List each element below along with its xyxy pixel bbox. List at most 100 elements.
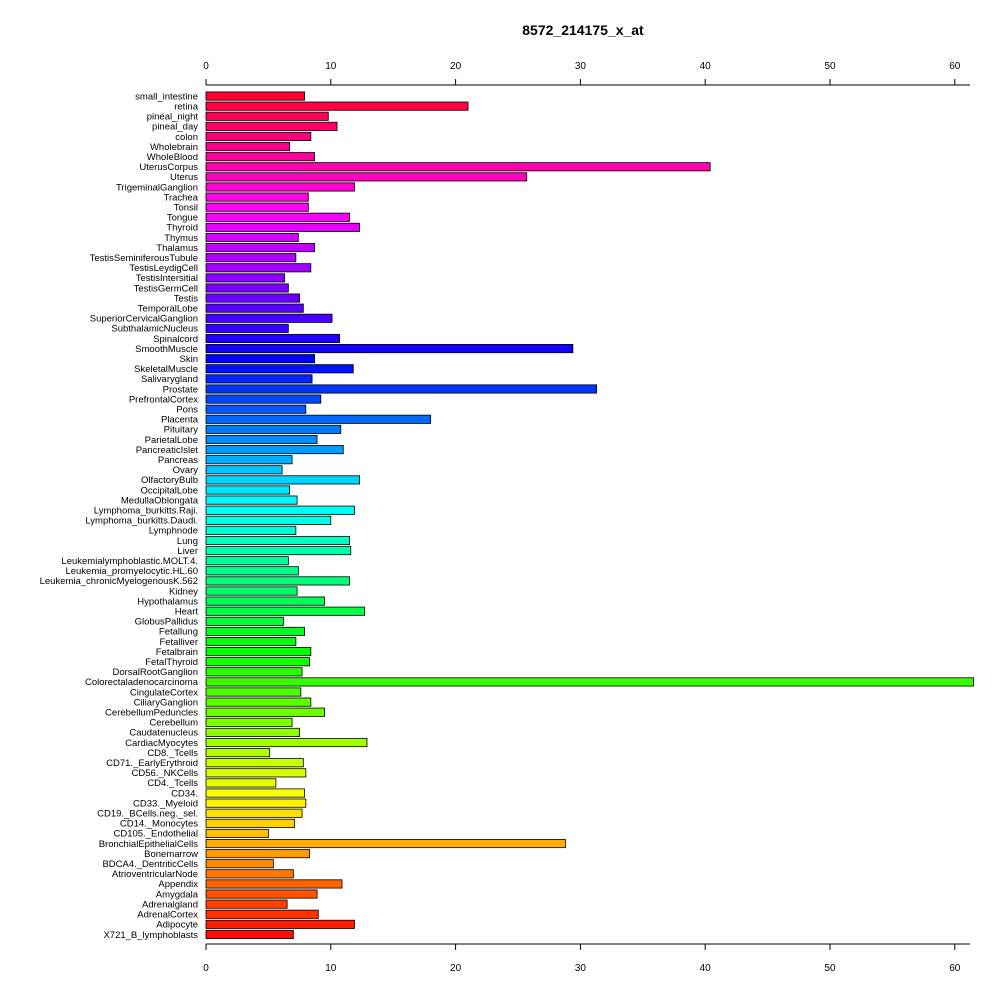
bar-GlobusPallidus xyxy=(205,616,284,626)
category-label: DorsalRootGanglion xyxy=(112,667,198,678)
category-label: CD8._Tcells xyxy=(147,748,198,759)
bar-colon xyxy=(205,131,312,141)
bar-Lymphnode xyxy=(205,525,297,535)
tick-label: 50 xyxy=(824,61,836,72)
category-label: GlobusPallidus xyxy=(135,617,199,628)
bar-Lymphoma_burkitts.Daudi. xyxy=(205,515,332,525)
bar-Tongue xyxy=(205,212,350,222)
bottom-axis: 0 10 20 30 40 50 60 xyxy=(203,943,970,974)
bar-Placenta xyxy=(205,414,432,424)
category-label: Lymphoma_burkitts.Raji. xyxy=(94,506,198,517)
bar-TestisSeminiferousTubule xyxy=(205,253,297,263)
bar-AdrenalCortex xyxy=(205,909,319,919)
bar-UterusCorpus xyxy=(205,162,711,172)
bar-FetalThyroid xyxy=(205,657,310,667)
category-label: Caudatenucleus xyxy=(129,728,198,739)
bar-CD8._Tcells xyxy=(205,748,271,758)
bar-CD4._Tcells xyxy=(205,778,277,788)
category-label: Fetalliver xyxy=(159,637,198,648)
bar-Thalamus xyxy=(205,243,315,253)
bar-Pons xyxy=(205,404,307,414)
category-label: Lung xyxy=(177,536,198,547)
bar-retina xyxy=(205,101,469,111)
category-label: Pancreas xyxy=(158,455,198,466)
category-label: BronchialEpithelialCells xyxy=(99,839,199,850)
category-label: X721_B_lymphoblasts xyxy=(103,930,198,941)
tick-label: 40 xyxy=(700,61,712,72)
category-label: Lymphnode xyxy=(149,526,198,537)
category-label: SuperiorCervicalGanglion xyxy=(90,314,198,325)
category-label: Fetalbrain xyxy=(156,647,198,658)
bar-TestisGermCell xyxy=(205,283,289,293)
tick-label: 10 xyxy=(325,61,337,72)
bar-DorsalRootGanglion xyxy=(205,667,303,677)
bar-CD34. xyxy=(205,788,305,798)
bar-TestisLeydigCell xyxy=(205,263,312,273)
category-label: Thymus xyxy=(164,233,198,244)
category-label: CerebellumPeduncles xyxy=(105,708,198,719)
tick-label: 50 xyxy=(824,963,836,974)
category-label: Salivarygland xyxy=(141,374,198,385)
category-label: CD71._EarlyErythroid xyxy=(106,758,198,769)
category-label: CD4._Tcells xyxy=(147,778,198,789)
bar-CD56._NKCells xyxy=(205,768,307,778)
bar-CD71._EarlyErythroid xyxy=(205,758,304,768)
tick-label: 30 xyxy=(575,61,587,72)
tick-label: 60 xyxy=(949,61,961,72)
category-label: AtrioventricularNode xyxy=(112,869,198,880)
category-label: pineal_day xyxy=(152,122,198,133)
bar-Wholebrain xyxy=(205,142,291,152)
chart-title: 8572_214175_x_at xyxy=(522,22,644,38)
category-label: PancreaticIslet xyxy=(136,445,199,456)
category-label: Lymphoma_burkitts.Daudi. xyxy=(85,516,198,527)
category-label: colon xyxy=(175,132,198,143)
bar-pineal_day xyxy=(205,121,338,131)
bar-CerebellumPeduncles xyxy=(205,707,325,717)
category-label: PrefrontalCortex xyxy=(129,394,198,405)
category-label: Tongue xyxy=(167,213,198,224)
category-label: Trachea xyxy=(164,192,199,203)
bar-CiliaryGanglion xyxy=(205,697,312,707)
bar-Pancreas xyxy=(205,455,293,465)
category-label: Bonemarrow xyxy=(144,849,198,860)
tick-label: 20 xyxy=(450,963,462,974)
tick-label: 60 xyxy=(949,963,961,974)
category-label: CD33._Myeloid xyxy=(133,798,198,809)
tick-label: 0 xyxy=(203,61,209,72)
category-label: FetalThyroid xyxy=(145,657,198,668)
bar-CD33._Myeloid xyxy=(205,798,307,808)
category-label: TemporalLobe xyxy=(138,303,198,314)
bar-Lymphoma_burkitts.Raji. xyxy=(205,505,355,515)
category-label: CD34. xyxy=(171,788,198,799)
category-label: Adipocyte xyxy=(156,920,198,931)
category-label: Heart xyxy=(175,607,199,618)
category-label: UterusCorpus xyxy=(139,162,198,173)
bar-Leukemia_chronicMyelogenousK.562 xyxy=(205,576,350,586)
category-label: Leukemia_promyelocytic.HL.60 xyxy=(65,566,198,577)
bar-Spinalcord xyxy=(205,333,340,344)
bar-Fetalliver xyxy=(205,636,297,647)
bar-Bonemarrow xyxy=(205,849,310,859)
bar-Prostate xyxy=(205,384,598,394)
bar-Caudatenucleus xyxy=(205,727,300,737)
category-label: Colorectaladenocarcinoma xyxy=(85,677,199,688)
bar-Liver xyxy=(205,546,352,556)
category-label: SmoothMuscle xyxy=(135,344,198,355)
bar-Appendix xyxy=(205,879,343,889)
tick-label: 20 xyxy=(450,61,462,72)
category-label: Amygdala xyxy=(156,889,199,900)
bar-Salivarygland xyxy=(205,374,313,384)
bar-MedullaOblongata xyxy=(205,495,298,505)
bar-Thyroid xyxy=(205,222,360,232)
category-label: Adrenalgland xyxy=(142,899,198,910)
category-label: retina xyxy=(174,101,198,112)
category-label: Testis xyxy=(174,293,199,304)
bar-PrefrontalCortex xyxy=(205,394,322,404)
category-label: Prostate xyxy=(163,384,198,395)
category-label: BDCA4._DentriticCells xyxy=(102,859,198,870)
category-label: CD19._BCells.neg._sel. xyxy=(97,809,198,820)
bar-Tonsil xyxy=(205,202,309,212)
category-label: Uterus xyxy=(170,172,198,183)
bar-Pituitary xyxy=(205,424,342,434)
